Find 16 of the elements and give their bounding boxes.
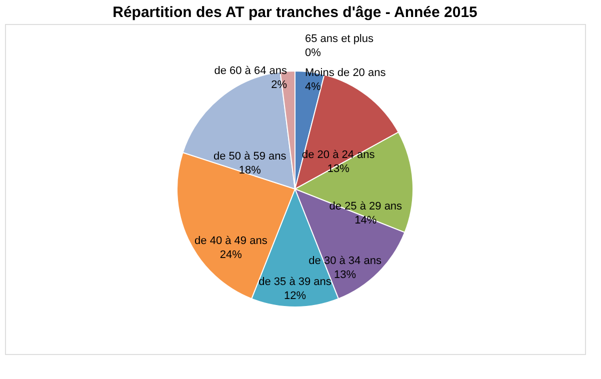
slice-label: de 60 à 64 ans — [214, 65, 288, 77]
slice-label: de 50 à 59 ans — [213, 150, 287, 162]
slice-label: de 40 à 49 ans — [194, 235, 268, 248]
chart-title: Répartition des AT par tranches d'âge - Année 2015 — [112, 4, 478, 21]
data-label: 13% — [334, 269, 356, 282]
slice-label: de 35 à 39 ans — [258, 276, 332, 288]
data-label: 12% — [284, 290, 306, 302]
data-label: 14% — [354, 214, 377, 227]
data-label: 24% — [220, 249, 242, 262]
data-label: 2% — [271, 79, 288, 91]
data-label: 4% — [305, 81, 322, 93]
text: 0% — [305, 47, 321, 59]
data-label: 18% — [238, 164, 262, 176]
data-label: 13% — [327, 163, 350, 176]
slice-label: de 30 à 34 ans — [308, 255, 382, 268]
category-label: 65 ans et plus — [305, 33, 374, 45]
